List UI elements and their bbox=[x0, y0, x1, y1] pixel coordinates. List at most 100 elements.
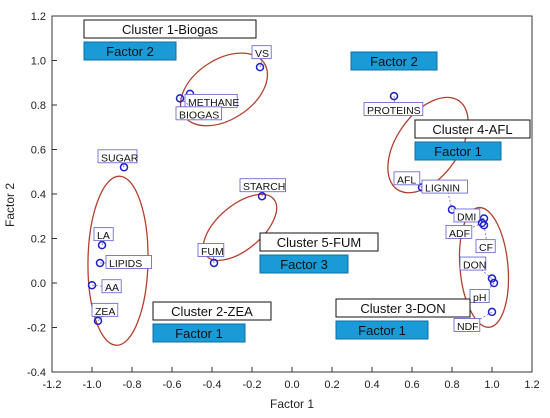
cluster-title: Cluster 5-FUM bbox=[277, 235, 362, 250]
point-label-box bbox=[459, 256, 487, 271]
point-label-box bbox=[175, 106, 222, 121]
cluster-annotations: Cluster 1-Biogas Factor 2 Cluster 2-ZEA Fac… bbox=[83, 19, 531, 343]
data-point bbox=[95, 258, 105, 268]
point-label: AFL bbox=[397, 174, 416, 186]
point-label: ZEA bbox=[95, 306, 115, 318]
point-label: DON bbox=[463, 260, 486, 272]
point-label-box bbox=[105, 255, 152, 269]
point-label: pH bbox=[473, 292, 486, 304]
point-label: SUGAR bbox=[101, 152, 139, 164]
cluster-title: Cluster 3-DON bbox=[360, 301, 445, 316]
cluster-title: Cluster 2-ZEA bbox=[171, 304, 253, 319]
point-label-box bbox=[469, 289, 490, 303]
point-label: LIPIDS bbox=[109, 258, 142, 270]
point-label-box bbox=[239, 178, 286, 193]
data-point bbox=[489, 278, 499, 288]
data-point bbox=[255, 62, 265, 72]
cluster-title-box bbox=[414, 119, 531, 139]
y-tick-label: 0.0 bbox=[31, 278, 46, 290]
y-tick-label: 0.6 bbox=[31, 145, 46, 157]
cluster-title-box bbox=[259, 232, 379, 252]
x-tick-label: 0.0 bbox=[284, 379, 299, 391]
y-tick-label: 0.2 bbox=[31, 234, 46, 246]
cluster-title-box bbox=[83, 19, 257, 39]
cluster-factor-box bbox=[152, 323, 246, 343]
y-tick-label: 1.2 bbox=[31, 11, 46, 23]
x-tick-label: -0.4 bbox=[203, 379, 222, 391]
point-label: CF bbox=[479, 242, 493, 254]
point-label-box bbox=[445, 225, 473, 239]
cluster-factor-box bbox=[83, 41, 177, 61]
y-tick-label: 0.4 bbox=[31, 189, 46, 201]
point-label: FUM bbox=[201, 246, 224, 258]
x-tick-label: 1.2 bbox=[524, 379, 539, 391]
data-point bbox=[477, 218, 487, 228]
point-label: LIGNIN bbox=[425, 183, 460, 195]
data-point bbox=[389, 91, 399, 101]
cluster-title-box bbox=[335, 298, 471, 318]
point-label: PROTEINS bbox=[367, 105, 421, 117]
cluster-factor-label: Factor 1 bbox=[358, 323, 406, 338]
point-label-box bbox=[421, 179, 468, 194]
cluster-factor-label: Factor 1 bbox=[175, 326, 223, 341]
point-label-box bbox=[393, 171, 421, 186]
data-point bbox=[93, 316, 103, 326]
x-tick-label: -0.2 bbox=[243, 379, 262, 391]
data-point bbox=[209, 258, 219, 268]
cluster-title: Cluster 4-AFL bbox=[432, 122, 512, 137]
data-point bbox=[479, 220, 489, 230]
point-label-box bbox=[475, 239, 496, 254]
point-label: ADF bbox=[449, 228, 470, 240]
point-label: NDF bbox=[457, 321, 479, 333]
point-label-box bbox=[453, 318, 481, 332]
cluster-factor-label: Factor 1 bbox=[434, 144, 482, 159]
cluster-factor-box bbox=[259, 254, 349, 274]
y-axis-title: Factor 2 bbox=[3, 183, 17, 227]
data-point bbox=[97, 240, 107, 250]
factor-label: Factor 2 bbox=[370, 54, 418, 69]
cluster-factor-box bbox=[414, 141, 502, 161]
point-label-box bbox=[91, 302, 119, 317]
x-tick-label: -1.2 bbox=[43, 379, 62, 391]
point-label: DMI bbox=[457, 211, 476, 223]
x-tick-label: 0.8 bbox=[444, 379, 459, 391]
x-tick-label: 0.4 bbox=[364, 379, 379, 391]
x-tick-label: 1.0 bbox=[484, 379, 499, 391]
cluster-factor-label: Factor 3 bbox=[280, 257, 328, 272]
point-label-box bbox=[93, 227, 114, 242]
point-label-box bbox=[453, 208, 481, 223]
data-point bbox=[119, 163, 129, 172]
data-point bbox=[175, 94, 185, 103]
point-label: BIOGAS bbox=[179, 109, 219, 121]
axes: -1.2 -1.0 -0.8 -0.6 -0.4 -0.2 0.0 0.2 0.4 0.6 0.8 1… bbox=[27, 11, 540, 391]
data-point bbox=[487, 274, 497, 283]
x-tick-label: 0.6 bbox=[404, 379, 419, 391]
point-label: AA bbox=[105, 282, 119, 294]
point-label: METHANE bbox=[188, 97, 239, 109]
point-label: VS bbox=[255, 48, 269, 60]
data-point bbox=[487, 307, 497, 317]
point-label-box bbox=[251, 45, 272, 60]
y-tick-label: -0.2 bbox=[27, 323, 46, 335]
y-tick-label: -0.4 bbox=[27, 367, 46, 379]
x-tick-label: -0.8 bbox=[123, 379, 142, 391]
point-label: LA bbox=[97, 230, 110, 242]
y-tick-label: 1.0 bbox=[31, 56, 46, 68]
point-label-box bbox=[101, 279, 122, 294]
x-axis-title: Factor 1 bbox=[270, 397, 314, 411]
cluster-ellipse bbox=[387, 96, 469, 194]
x-tick-label: 0.2 bbox=[324, 379, 339, 391]
cluster-factor-box bbox=[335, 320, 429, 340]
cluster-title: Cluster 1-Biogas bbox=[122, 22, 219, 37]
x-tick-label: -1.0 bbox=[83, 379, 102, 391]
factor-label-box bbox=[350, 51, 438, 71]
point-label-box bbox=[197, 243, 225, 257]
point-label-box bbox=[97, 149, 138, 164]
point-label: STARCH bbox=[243, 181, 285, 193]
data-point bbox=[87, 280, 97, 290]
x-tick-label: -0.6 bbox=[163, 379, 182, 391]
cluster-title-box bbox=[152, 301, 272, 321]
point-label-box bbox=[363, 102, 424, 116]
label-leader-line bbox=[468, 311, 493, 327]
